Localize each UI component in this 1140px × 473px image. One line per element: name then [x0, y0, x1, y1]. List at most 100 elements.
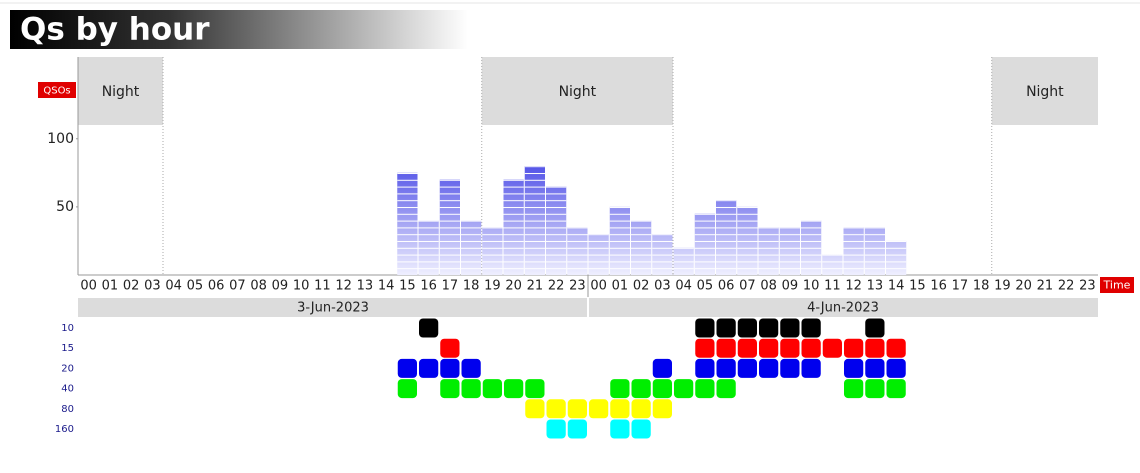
bar-stripes — [779, 227, 800, 275]
bar-stripes — [397, 172, 418, 275]
x-label-box — [1100, 277, 1134, 293]
band-cell — [610, 379, 630, 399]
x-tick-label: 22 — [548, 279, 565, 294]
x-tick-label: 00 — [590, 279, 607, 294]
band-cell — [419, 358, 439, 378]
x-tick-label: 18 — [463, 279, 480, 294]
x-tick-label: 12 — [335, 279, 352, 294]
band-cell — [759, 318, 779, 338]
band-label: 20 — [61, 363, 74, 374]
x-tick-label: 15 — [909, 279, 926, 294]
x-tick-label: 17 — [442, 279, 459, 294]
band-cell — [504, 379, 524, 399]
bar-stripes — [524, 166, 545, 275]
band-cell — [737, 358, 757, 378]
band-cell — [610, 419, 630, 439]
x-tick-label: 17 — [952, 279, 969, 294]
x-tick-label: 21 — [1037, 279, 1054, 294]
band-cell — [567, 419, 587, 439]
date-label: 3-Jun-2023 — [297, 301, 369, 316]
bar-stripes — [864, 227, 885, 275]
band-cell — [440, 338, 460, 358]
band-cell — [440, 358, 460, 378]
band-cell — [631, 379, 651, 399]
x-tick-label: 08 — [250, 279, 267, 294]
title-banner — [10, 10, 468, 49]
band-cell — [397, 358, 417, 378]
x-tick-label: 05 — [697, 279, 714, 294]
x-tick-label: 20 — [1015, 279, 1032, 294]
x-tick-label: 10 — [293, 279, 310, 294]
band-cell — [525, 399, 545, 419]
band-cell — [737, 338, 757, 358]
x-tick-label: 04 — [675, 279, 692, 294]
x-tick-label: 20 — [505, 279, 522, 294]
band-cell — [780, 318, 800, 338]
x-tick-label: 19 — [994, 279, 1011, 294]
bar-stripes — [673, 247, 694, 275]
x-tick-label: 13 — [357, 279, 374, 294]
bar-stripes — [546, 186, 567, 275]
band-cell — [589, 399, 609, 419]
band-cell — [567, 399, 587, 419]
night-label: Night — [1026, 84, 1064, 100]
band-label: 80 — [61, 404, 74, 415]
band-cell — [674, 379, 694, 399]
x-tick-label: 23 — [1079, 279, 1096, 294]
band-label: 160 — [55, 424, 74, 435]
band-cell — [525, 379, 545, 399]
band-cell — [652, 399, 672, 419]
y-tick-label: 100 — [47, 131, 74, 147]
band-cell — [801, 358, 821, 378]
x-tick-label: 05 — [187, 279, 204, 294]
band-cell — [844, 358, 864, 378]
band-cell — [865, 338, 885, 358]
band-cell — [695, 318, 715, 338]
x-tick-label: 16 — [420, 279, 437, 294]
bar-stripes — [758, 227, 779, 275]
band-cell — [801, 338, 821, 358]
bar-stripes — [886, 240, 907, 275]
x-tick-label: 14 — [378, 279, 395, 294]
bar-stripes — [418, 220, 439, 275]
bar-stripes — [567, 227, 588, 275]
chart-title: Qs by hour — [20, 12, 210, 48]
x-tick-label: 01 — [612, 279, 629, 294]
band-cell — [461, 379, 481, 399]
date-bar — [78, 298, 587, 317]
x-tick-label: 13 — [867, 279, 884, 294]
band-cell — [716, 358, 736, 378]
x-tick-label: 09 — [272, 279, 289, 294]
band-label: 10 — [61, 323, 74, 334]
x-axis-label: Time — [1103, 279, 1131, 292]
x-tick-label: 02 — [123, 279, 140, 294]
band-cell — [631, 399, 651, 419]
bar-stripes — [652, 234, 673, 275]
night-label: Night — [102, 84, 140, 100]
bar-stripes — [801, 220, 822, 275]
y-axis-label: QSOs — [43, 86, 70, 97]
x-tick-label: 22 — [1058, 279, 1075, 294]
x-tick-label: 14 — [888, 279, 905, 294]
band-cell — [737, 318, 757, 338]
band-label: 40 — [61, 384, 74, 395]
bar-stripes — [737, 206, 758, 275]
bar-stripes — [822, 254, 843, 275]
date-bar — [589, 298, 1098, 317]
bar-stripes — [631, 220, 652, 275]
x-tick-label: 23 — [569, 279, 586, 294]
band-cell — [397, 379, 417, 399]
y-label-box — [38, 82, 76, 98]
x-tick-label: 00 — [80, 279, 97, 294]
band-cell — [865, 379, 885, 399]
band-cell — [652, 379, 672, 399]
band-cell — [652, 358, 672, 378]
x-tick-label: 06 — [208, 279, 225, 294]
bar-stripes — [588, 234, 609, 275]
night-label: Night — [559, 84, 597, 100]
x-tick-label: 03 — [654, 279, 671, 294]
band-cell — [695, 379, 715, 399]
x-tick-label: 04 — [165, 279, 182, 294]
